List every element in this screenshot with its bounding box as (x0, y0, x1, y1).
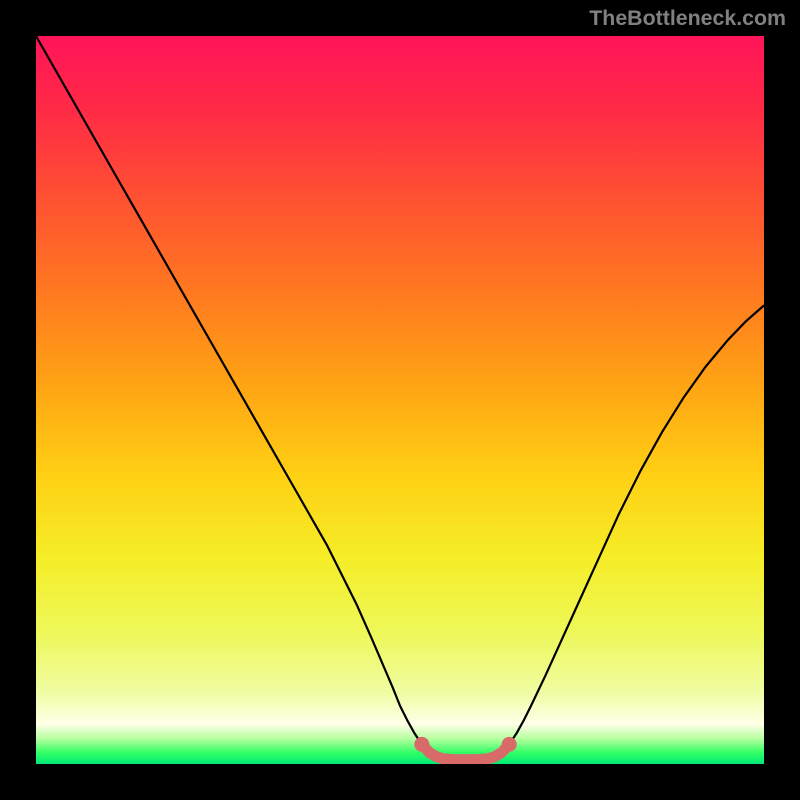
watermark-text: TheBottleneck.com (589, 6, 786, 31)
chart-plot-area (36, 36, 764, 764)
highlight-end-dot (502, 737, 517, 752)
chart-background (36, 36, 764, 764)
bottleneck-curve-chart (36, 36, 764, 764)
highlight-start-dot (414, 737, 429, 752)
